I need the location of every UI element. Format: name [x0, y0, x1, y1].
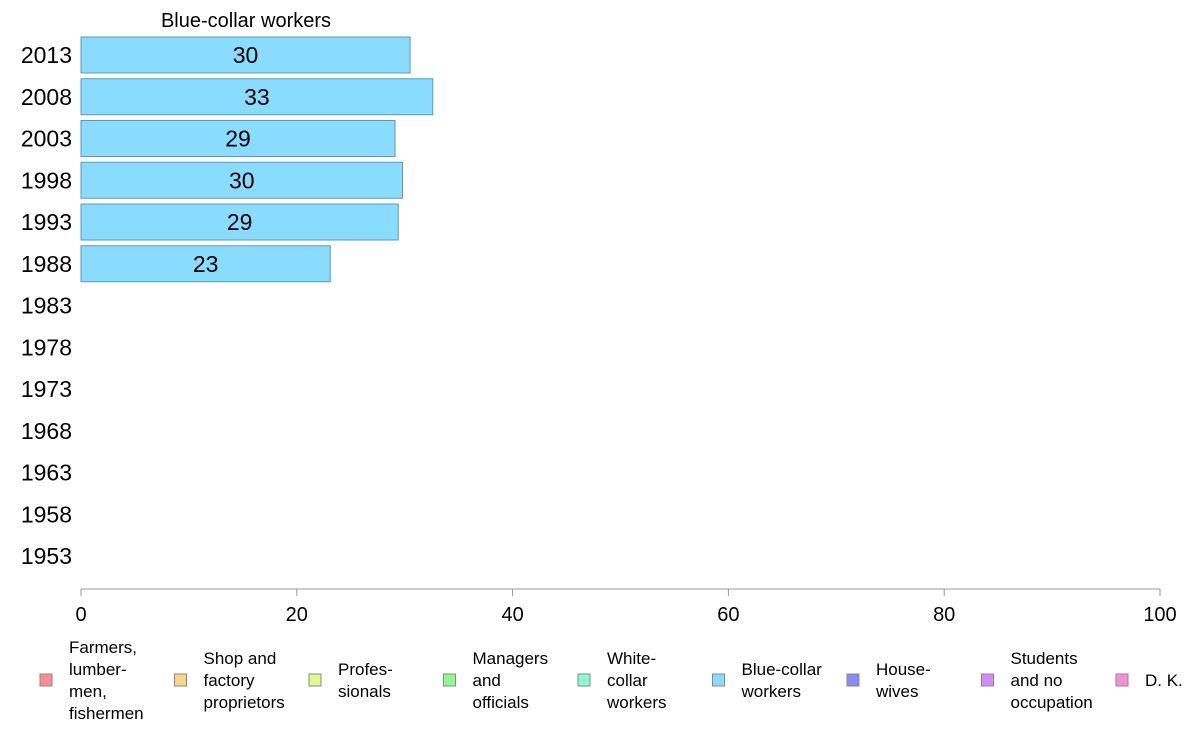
legend-label-line: Farmers,	[69, 638, 137, 657]
legend-label-line: occupation	[1011, 693, 1093, 712]
x-tick-label: 60	[717, 604, 739, 626]
legend-swatch	[577, 673, 591, 687]
legend-label-line: fishermen	[69, 704, 144, 723]
x-tick-label: 80	[933, 604, 955, 626]
y-tick-label: 1958	[21, 501, 72, 527]
bar-2003	[80, 120, 396, 157]
legend-label-line: D. K.	[1145, 671, 1183, 690]
bar-2008	[80, 78, 434, 116]
legend-label-line: officials	[473, 693, 529, 712]
legend-item: Profes-sionals	[308, 660, 393, 701]
legend-item: Blue-collar workers	[712, 660, 823, 701]
data-label: 30	[233, 42, 259, 68]
y-tick-label: 1953	[21, 543, 72, 569]
legend-label-line: lumber-	[69, 660, 127, 679]
x-tick-label: 100	[1143, 604, 1176, 626]
legend-label-line: wives	[875, 682, 919, 701]
data-label: 29	[225, 126, 251, 152]
data-label: 33	[244, 84, 270, 110]
y-tick-label: 2013	[21, 42, 72, 68]
legend-label-line: Shop and	[204, 649, 277, 668]
legend-swatch	[308, 673, 322, 687]
legend-label-line: Blue-collar	[742, 660, 823, 679]
legend-swatch	[39, 673, 53, 687]
legend-swatch	[712, 673, 725, 687]
legend-label-line: workers	[741, 682, 802, 701]
bar-1998	[80, 161, 404, 199]
data-label: 29	[227, 209, 253, 235]
legend-label-line: proprietors	[204, 693, 285, 712]
x-tick-label: 0	[75, 604, 86, 626]
legend-item: Shop and factory proprietors	[174, 649, 285, 712]
y-tick-label: 1993	[21, 209, 72, 235]
legend-label-line: men,	[69, 682, 107, 701]
legend-item: Students and no occupation	[981, 649, 1093, 712]
legend-swatch	[443, 673, 456, 687]
bars-layer: 30 33 29 30 29 23	[80, 36, 434, 283]
data-label: 23	[193, 251, 219, 277]
legend-label-line: collar	[607, 671, 648, 690]
y-tick-label: 1968	[21, 418, 72, 444]
data-label: 30	[229, 167, 255, 193]
x-tick-label: 40	[501, 604, 523, 626]
legend-label-line: and no	[1011, 671, 1063, 690]
y-tick-label: 1998	[21, 167, 72, 193]
legend: Farmers, lumber-men, fishermen Shop and fact…	[39, 638, 1183, 723]
legend-item: Managers and officials	[443, 649, 549, 712]
legend-label-line: factory	[204, 671, 256, 690]
y-tick-label: 2008	[21, 84, 72, 110]
bar-1993	[80, 203, 399, 241]
legend-item: House-wives	[846, 660, 931, 701]
legend-item: D. K.	[1115, 671, 1183, 690]
y-tick-label: 2003	[21, 126, 72, 152]
chart-title: Blue-collar workers	[161, 10, 331, 32]
x-axis: 0 20 40 60 80 100	[75, 588, 1177, 626]
legend-label-line: Students	[1011, 649, 1078, 668]
legend-item: White-collar workers	[577, 649, 667, 712]
legend-swatch	[981, 673, 994, 687]
bar-1988	[80, 245, 331, 283]
legend-item: Farmers, lumber-men, fishermen	[39, 638, 144, 723]
legend-label-line: Profes-	[338, 660, 393, 679]
legend-label-line: Managers	[473, 649, 549, 668]
legend-swatch	[174, 673, 187, 687]
y-tick-labels: 2013 2008 2003 1998 1993 1988 1983 1978 1973 1968…	[21, 42, 72, 569]
y-tick-label: 1983	[21, 293, 72, 319]
legend-label-line: workers	[606, 693, 667, 712]
legend-swatch	[1115, 673, 1129, 687]
y-tick-label: 1973	[21, 376, 72, 402]
legend-swatch	[846, 673, 860, 687]
y-tick-label: 1988	[21, 251, 72, 277]
legend-label-line: sionals	[338, 682, 391, 701]
x-tick-label: 20	[286, 604, 308, 626]
legend-label-line: White-	[607, 649, 656, 668]
bar-2013	[80, 36, 411, 74]
y-tick-label: 1963	[21, 460, 72, 486]
y-tick-label: 1978	[21, 334, 72, 360]
legend-label-line: and	[473, 671, 501, 690]
legend-label-line: House-	[876, 660, 931, 679]
